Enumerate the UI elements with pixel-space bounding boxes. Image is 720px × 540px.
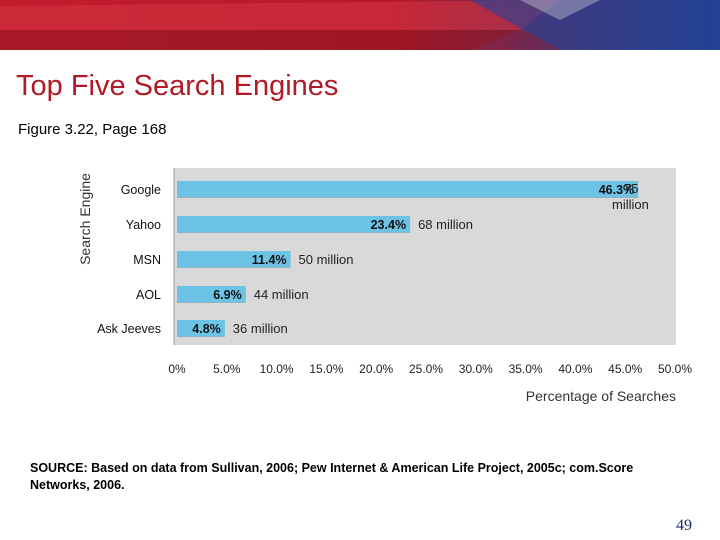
annotation: 50 million — [299, 252, 354, 267]
data-label: 6.9% — [213, 288, 242, 302]
bar-aol — [177, 286, 246, 302]
x-tick-label: 25.0% — [409, 362, 443, 376]
annotation: 36 million — [233, 321, 288, 336]
bar-ask-jeeves — [177, 320, 225, 336]
source-note: SOURCE: Based on data from Sullivan, 200… — [30, 461, 634, 492]
annotation: 68 million — [418, 217, 473, 232]
category-label: MSN — [133, 253, 161, 267]
data-label: 11.4% — [252, 253, 287, 267]
x-tick-label: 40.0% — [558, 362, 592, 376]
x-axis-title: Percentage of Searches — [526, 388, 676, 404]
bar-msn — [177, 251, 291, 267]
page-number: 49 — [676, 517, 692, 534]
x-tick-label: 0% — [168, 362, 186, 376]
data-label: 46.3% — [599, 183, 634, 197]
annotation: 75 — [624, 181, 638, 196]
x-tick-label: 5.0% — [213, 362, 241, 376]
x-tick-label: 35.0% — [509, 362, 543, 376]
category-label: Ask Jeeves — [97, 322, 161, 336]
header-banner — [0, 0, 720, 50]
annotation: million — [612, 197, 649, 212]
x-tick-label: 30.0% — [459, 362, 493, 376]
x-tick-label: 10.0% — [260, 362, 294, 376]
slide-subtitle: Figure 3.22, Page 168 — [18, 121, 167, 138]
x-tick-label: 45.0% — [608, 362, 642, 376]
bar-google — [177, 181, 639, 197]
data-label: 23.4% — [371, 218, 406, 232]
slide-title: Top Five Search Engines — [16, 70, 339, 102]
category-label: AOL — [136, 288, 161, 302]
y-axis-title: Search Engine — [77, 173, 93, 265]
x-tick-label: 50.0% — [658, 362, 692, 376]
data-label: 4.8% — [192, 322, 221, 336]
x-tick-label: 15.0% — [309, 362, 343, 376]
x-tick-label: 20.0% — [359, 362, 393, 376]
category-label: Yahoo — [126, 218, 161, 232]
annotation: 44 million — [254, 287, 309, 302]
banner-graphic — [0, 0, 720, 50]
bar-yahoo — [177, 216, 411, 232]
category-label: Google — [121, 183, 161, 197]
